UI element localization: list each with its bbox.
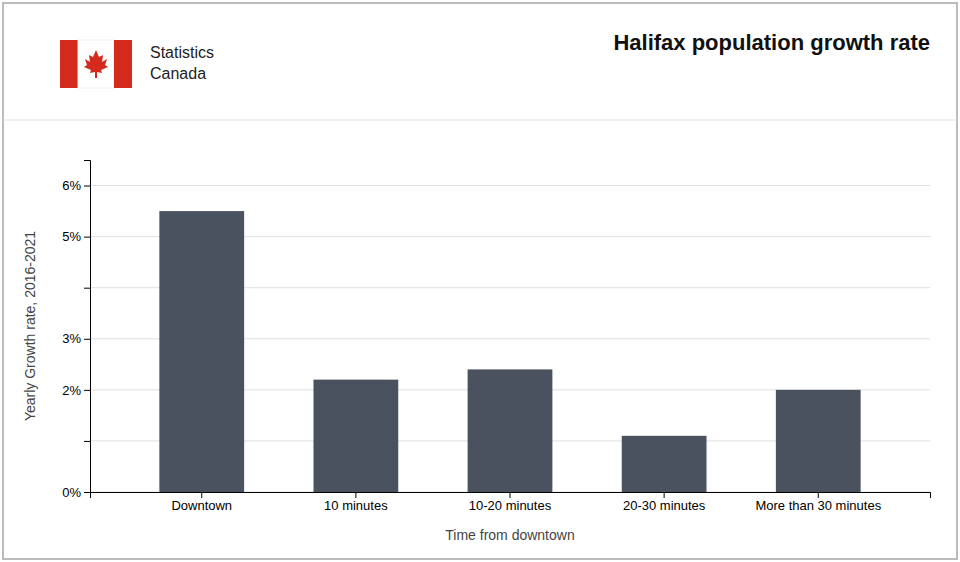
- x-tick-label: 10 minutes: [324, 498, 388, 513]
- x-tick-mark: [664, 492, 665, 498]
- title: Halifax population growth rate: [613, 30, 930, 55]
- y-tick-label: 5%: [62, 229, 81, 244]
- y-axis-label: Yearly Growth rate, 2016-2021: [22, 231, 38, 421]
- y-tick-mark: [84, 288, 90, 289]
- chart: StatisticsCanada Halifax population growt…: [0, 0, 960, 562]
- y-tick-mark: [84, 441, 90, 442]
- grid-line: [90, 185, 930, 186]
- y-tick: [84, 441, 90, 442]
- grid: [90, 186, 930, 492]
- y-tick-label: 6%: [62, 178, 81, 193]
- flag: [60, 40, 132, 88]
- bar: [468, 369, 553, 492]
- x-axis: Downtown 10 minutes 10-20 minutes 20-30 min…: [91, 492, 931, 513]
- y-tick: 6%: [62, 178, 90, 193]
- y-tick: [84, 288, 90, 289]
- border: [3, 3, 957, 559]
- x-tick-mark: [818, 492, 819, 498]
- x-axis-label: Time from downtown: [445, 527, 574, 543]
- y-tick: 3%: [62, 331, 90, 346]
- bar: [622, 436, 707, 492]
- x-axis-line: [91, 493, 931, 499]
- x-tick: More than 30 minutes: [755, 492, 881, 513]
- x-tick-label: 10-20 minutes: [469, 498, 552, 513]
- y-tick-label: 0%: [62, 485, 81, 500]
- bar: [313, 380, 398, 492]
- y-tick: 0%: [62, 485, 90, 500]
- y-tick-mark: [84, 237, 90, 238]
- x-tick: Downtown: [171, 492, 232, 513]
- y-tick-label: 3%: [62, 331, 81, 346]
- flag-center: [78, 40, 114, 88]
- y-tick-mark: [84, 492, 90, 493]
- y-tick-mark: [84, 339, 90, 340]
- x-tick-label: More than 30 minutes: [755, 498, 881, 513]
- y-tick: 2%: [62, 383, 90, 398]
- y-tick-mark: [84, 390, 90, 391]
- bar: [159, 211, 244, 492]
- x-tick-mark: [510, 492, 511, 498]
- x-tick: 10 minutes: [324, 492, 388, 513]
- y-tick-label: 2%: [62, 383, 81, 398]
- x-tick-label: 20-30 minutes: [623, 498, 706, 513]
- x-tick: 10-20 minutes: [469, 492, 552, 513]
- y-tick: 5%: [62, 229, 90, 244]
- bar: [776, 390, 861, 492]
- x-tick-mark: [355, 492, 356, 498]
- flag-stripe: [114, 40, 132, 88]
- y-axis: 0% 2% 3% 5% 6%: [62, 161, 90, 500]
- annotation: StatisticsCanada: [150, 44, 214, 82]
- x-tick-mark: [201, 492, 202, 498]
- maple-leaf: [84, 50, 108, 78]
- flag-stripe: [60, 40, 78, 88]
- y-axis-line: [84, 161, 91, 493]
- x-tick: 20-30 minutes: [623, 492, 706, 513]
- separator: [3, 120, 957, 121]
- x-tick-label: Downtown: [171, 498, 232, 513]
- bars: [159, 211, 860, 492]
- y-tick-mark: [84, 186, 90, 187]
- plot: 0% 2% 3% 5% 6% Downtown 10 minutes 10-20 minute…: [22, 161, 931, 544]
